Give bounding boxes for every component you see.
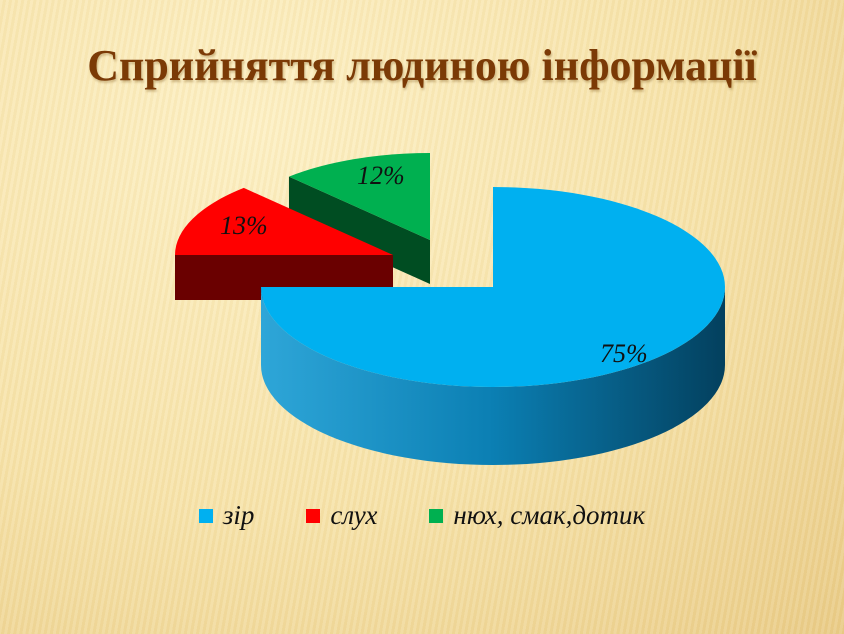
- data-label-zir: 75%: [600, 339, 648, 368]
- legend-swatch: [198, 508, 213, 523]
- legend-label: слух: [330, 500, 378, 530]
- legend-label: зір: [222, 500, 255, 530]
- chart-title: Сприйняття людиною інформації: [87, 41, 757, 90]
- slice-2-top: [288, 153, 430, 240]
- slice-1-top: [175, 187, 393, 255]
- legend: зір слух нюх, смак,дотик: [0, 500, 844, 531]
- legend-item-slukh: слух: [306, 500, 377, 531]
- legend-item-zir: зір: [198, 500, 255, 531]
- legend-swatch: [429, 508, 444, 523]
- data-label-nyukh: 12%: [357, 161, 405, 190]
- legend-label: нюх, смак,дотик: [453, 500, 646, 530]
- slice-0-top: [261, 187, 725, 387]
- data-label-slukh: 13%: [220, 211, 268, 240]
- slice-0-side: [261, 287, 725, 465]
- legend-item-nyukh: нюх, смак,дотик: [429, 500, 645, 531]
- legend-swatch: [306, 508, 321, 523]
- slice-2-wall: [288, 176, 430, 284]
